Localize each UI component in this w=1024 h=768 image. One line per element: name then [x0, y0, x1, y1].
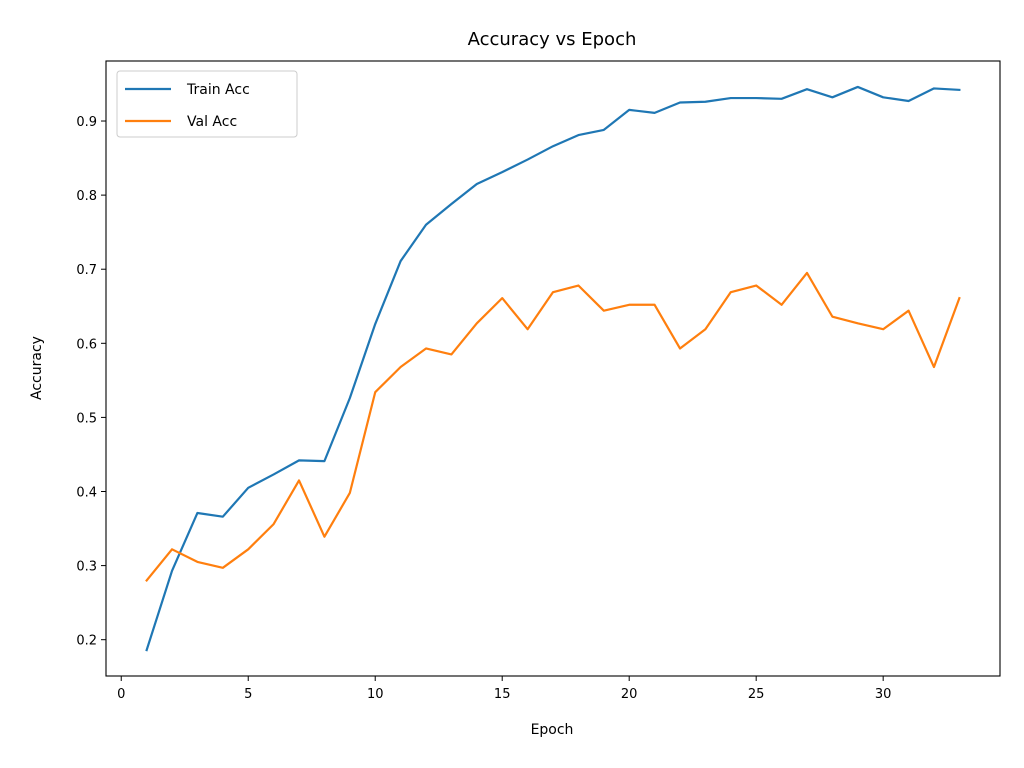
series-line-val-acc	[145, 271, 961, 582]
y-tick-label: 0.8	[76, 189, 97, 204]
x-tick-label: 15	[494, 687, 511, 702]
x-tick-label: 5	[244, 687, 252, 702]
x-tick-label: 30	[875, 687, 892, 702]
y-tick-label: 0.6	[76, 337, 97, 352]
y-axis-label: Accuracy	[29, 336, 45, 400]
x-axis-label: Epoch	[531, 722, 574, 738]
series-line-train-acc	[145, 85, 961, 652]
y-tick-label: 0.2	[76, 634, 97, 649]
plot-area: 0 5 10 15 20 25 30 0.2 0.3 0.4 0.5 0.6 0.7 0.8 0.9 Trai…	[76, 60, 1001, 702]
y-tick-label: 0.9	[76, 115, 97, 130]
x-tick-label: 10	[367, 687, 384, 702]
axes-frame	[105, 60, 1001, 677]
x-tick-label: 25	[748, 687, 765, 702]
y-tick-label: 0.4	[76, 486, 97, 501]
y-tick-label: 0.3	[76, 560, 97, 575]
y-tick-label: 0.5	[76, 411, 97, 426]
legend-label-train-acc: Train Acc	[186, 82, 250, 98]
y-tick-label: 0.7	[76, 263, 97, 278]
chart-title: Accuracy vs Epoch	[468, 29, 637, 50]
x-tick-label: 0	[117, 687, 125, 702]
legend-label-val-acc: Val Acc	[187, 114, 237, 130]
x-tick-label: 20	[621, 687, 638, 702]
